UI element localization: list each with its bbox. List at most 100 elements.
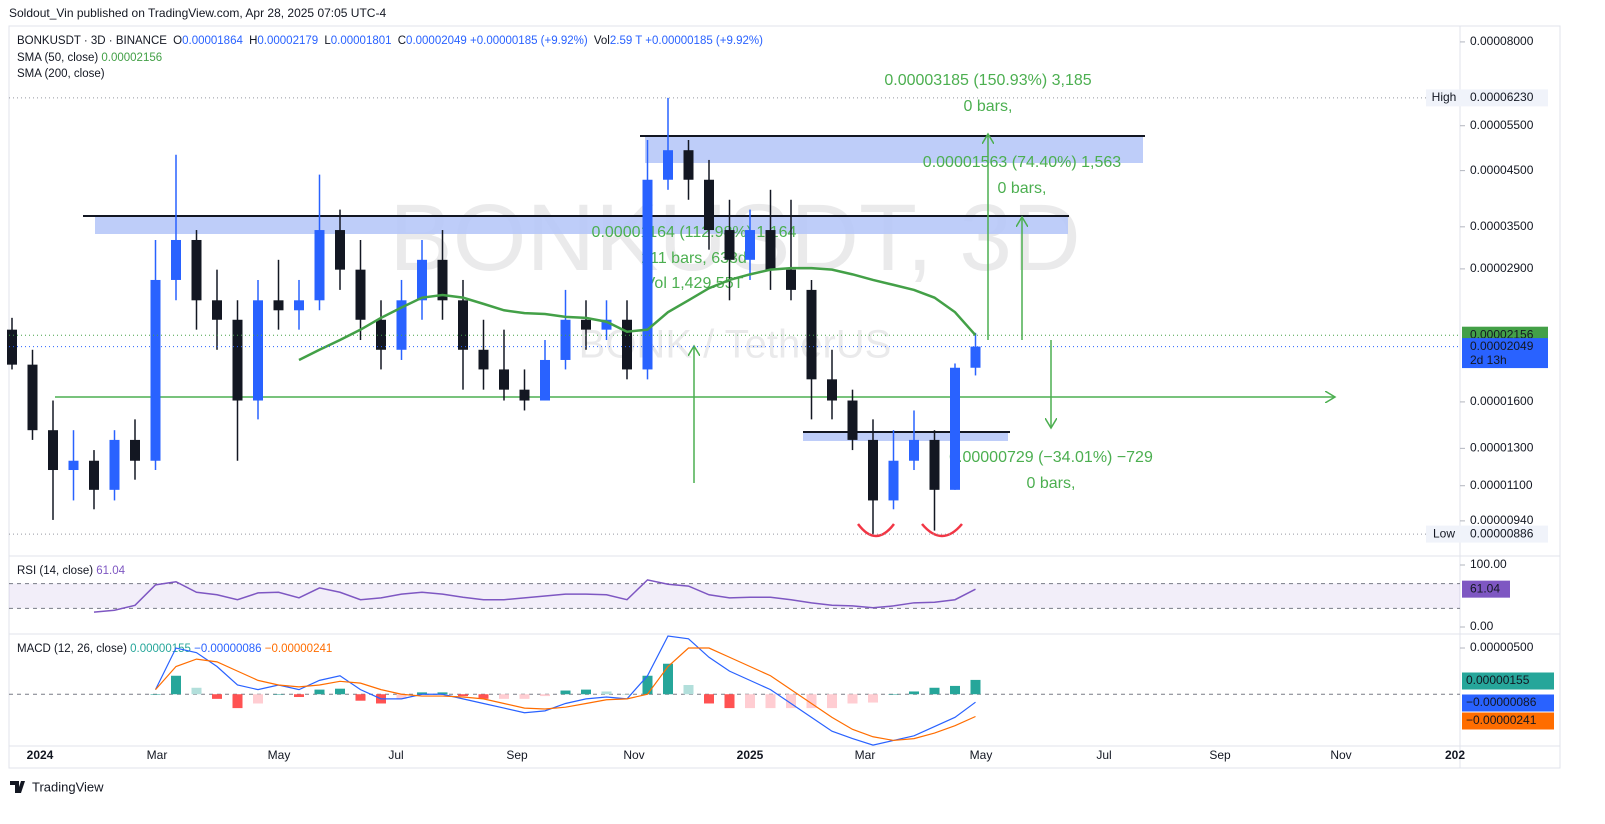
symbol: BONKUSDT · 3D · BINANCE (17, 35, 167, 47)
annotation: 0.00003185 (150.93%) 3,185 (884, 72, 1091, 89)
legend-value: 2.59 T (610, 35, 642, 47)
legend-value: 0.00001801 (331, 35, 392, 47)
sma-line (298, 266, 977, 362)
histogram-bar (929, 687, 940, 695)
candle-body (888, 460, 899, 501)
price-legend: BONKUSDT · 3D · BINANCE O0.00001864 H0.0… (17, 35, 763, 47)
legend-value: 0.00001864 (182, 35, 243, 47)
macd-line (154, 635, 976, 746)
candle-body (7, 329, 17, 365)
y-tick-label: 100.00 (1470, 557, 1507, 571)
candle-body (68, 460, 79, 471)
candle-body (253, 300, 263, 401)
y-tick-label: 0.00001100 (1470, 478, 1533, 492)
candle-body (458, 300, 468, 350)
candle-body (786, 269, 796, 290)
histogram-bar (827, 694, 837, 709)
candle-body (704, 179, 714, 231)
histogram-bar (642, 675, 653, 695)
candle-body (130, 439, 140, 461)
candle-body (519, 389, 530, 401)
x-tick-label: Jul (1096, 748, 1111, 762)
y-tick-label: 0.00001600 (1470, 394, 1534, 408)
countdown: 2d 13h (1470, 353, 1507, 367)
tag-name: Low (1433, 526, 1455, 540)
publisher: Soldout_Vin published on TradingView.com… (9, 6, 386, 20)
rsi-tag (1462, 580, 1510, 598)
histogram-bar (765, 694, 776, 709)
brand-logo (10, 781, 25, 793)
macd-line (155, 647, 976, 742)
candle-body (970, 346, 981, 368)
resistance-zone (95, 216, 1068, 234)
y-tick-label: 0.00000940 (1470, 513, 1534, 527)
rsi-band (9, 583, 1460, 609)
histogram-bar (191, 687, 202, 695)
bottom-marker (857, 523, 895, 538)
rsi-legend: RSI (14, close) 61.04 (17, 565, 126, 577)
price-tag (1462, 525, 1548, 543)
candle-body (663, 150, 673, 180)
macd-tag (1462, 672, 1554, 690)
candle-body (27, 364, 38, 431)
x-tick-label: Jul (388, 748, 403, 762)
histogram-bar (950, 685, 960, 695)
histogram-bar (273, 694, 284, 695)
y-tick-label: 0.00008000 (1470, 34, 1534, 48)
legend-key: H (249, 35, 257, 47)
y-tick-label: 0.00000500 (1470, 640, 1534, 654)
legend-value: −0.00000086 (194, 643, 261, 655)
annotation: 211 bars, 633d (641, 250, 747, 267)
x-tick-label: Mar (147, 748, 168, 762)
x-tick-label: Sep (506, 748, 528, 762)
x-tick-label: 202 (1445, 748, 1465, 762)
y-tick-label: 0.00004500 (1470, 163, 1534, 177)
tag-name-box (1426, 89, 1462, 107)
legend-change: +0.00000185 (+9.92%) (645, 35, 763, 47)
x-tick-label: May (970, 748, 993, 762)
legend-key: L (324, 35, 331, 47)
histogram-bar (581, 689, 591, 695)
histogram-bar (540, 694, 550, 697)
candle-body (109, 439, 120, 490)
candle-body (560, 319, 571, 360)
x-tick-label: Nov (1330, 748, 1351, 762)
y-tick-label: 0.00001300 (1470, 441, 1534, 455)
histogram-bar (868, 694, 878, 703)
sma-legend: SMA (50, close) 0.00002156 (17, 52, 162, 64)
histogram-bar (458, 694, 468, 697)
rsi-line (93, 579, 976, 613)
sma-legend: SMA (200, close) (17, 68, 105, 80)
legend-change: +0.00000185 (+9.92%) (470, 35, 588, 47)
y-tick-label: 0.00 (1470, 619, 1494, 633)
candle-body (417, 259, 427, 301)
candle-body (950, 367, 960, 490)
histogram-bar (745, 694, 755, 709)
neckline-zone (803, 432, 1008, 441)
x-tick-label: Nov (623, 748, 644, 762)
annotation: 0 bars, (964, 98, 1013, 115)
candle-body (273, 300, 284, 311)
resistance-zone (645, 137, 1143, 163)
candle-body (171, 239, 181, 280)
price-tag (1462, 338, 1548, 369)
candle-body (622, 319, 632, 370)
candle-body (191, 239, 202, 301)
legend-key: SMA (50, close) (17, 52, 98, 64)
candle-body (212, 300, 222, 320)
macd-tag-label: 0.00000155 (1466, 673, 1530, 687)
price-tag-label: 0.00006230 (1470, 90, 1534, 104)
candle-body (89, 460, 99, 490)
histogram-bar (704, 694, 714, 704)
histogram-bar (499, 694, 509, 699)
brand: TradingView (32, 779, 104, 794)
tag-name-box (1426, 525, 1462, 543)
candle-body (683, 150, 694, 180)
histogram-bar (683, 684, 694, 695)
price-tag-label: 0.00002156 (1470, 327, 1534, 341)
x-tick-label: Sep (1209, 748, 1231, 762)
histogram-bar (396, 694, 407, 699)
price-tag-label: 0.00000886 (1470, 526, 1534, 540)
legend-value: −0.00000241 (265, 643, 332, 655)
histogram-bar (355, 694, 366, 701)
